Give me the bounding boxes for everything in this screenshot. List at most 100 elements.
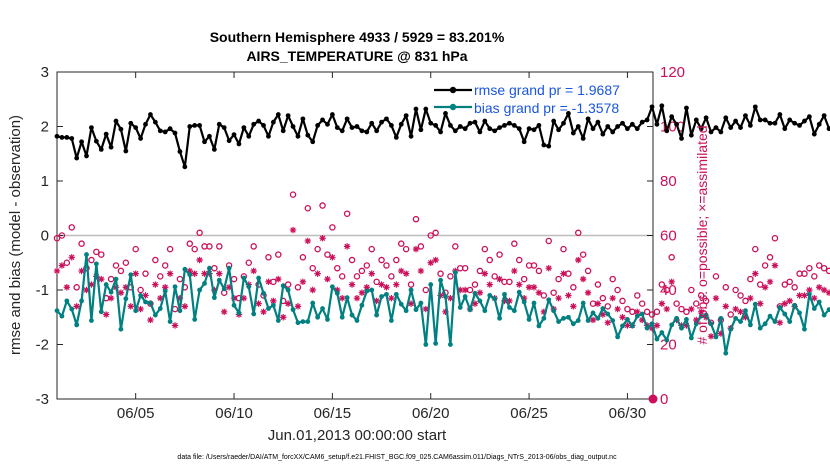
- obs-possible-point: [393, 256, 400, 264]
- obs-assimilated-point: [68, 254, 75, 261]
- rmse-point: [821, 113, 827, 118]
- legend-rmse-label: rmse grand pr = 1.9687: [474, 82, 620, 98]
- bias-point: [285, 287, 291, 293]
- bias-point: [703, 312, 709, 318]
- bias-point: [320, 306, 325, 311]
- obs-assimilated-point: [540, 308, 548, 315]
- bias-point: [379, 294, 384, 299]
- legend: rmse grand pr = 1.9687 bias grand pr = -…: [434, 82, 620, 116]
- bias-point: [270, 302, 276, 308]
- bias-point: [507, 305, 512, 310]
- obs-possible-point: [353, 273, 361, 280]
- bias-point: [664, 337, 670, 343]
- bias-point: [806, 291, 812, 297]
- bias-point: [792, 302, 798, 308]
- obs-possible-point: [496, 251, 503, 258]
- bias-point: [438, 277, 443, 283]
- obs-possible-point: [579, 251, 587, 258]
- rmse-point: [802, 118, 807, 124]
- bias-point: [74, 322, 80, 328]
- obs-possible-point: [250, 243, 257, 250]
- bias-point: [98, 309, 104, 315]
- obs-possible-point: [284, 281, 292, 288]
- obs-assimilated-point: [722, 303, 729, 310]
- rmse-point: [295, 133, 301, 139]
- rmse-point: [457, 124, 463, 129]
- obs-possible-point: [275, 251, 282, 258]
- obs-possible-point: [132, 245, 139, 253]
- rmse-point: [516, 126, 522, 132]
- rmse-point: [413, 106, 419, 112]
- obs-possible-point: [402, 245, 410, 253]
- obs-assimilated-point: [275, 275, 282, 283]
- obs-possible-point: [58, 232, 66, 239]
- obs-assimilated-point: [624, 322, 631, 329]
- obs-possible-point: [73, 284, 80, 291]
- obs-possible-point: [688, 286, 695, 294]
- x-tick-label: 06/10: [215, 405, 253, 422]
- bias-point: [148, 300, 153, 306]
- obs-assimilated-point: [250, 267, 257, 275]
- obs-possible-point: [643, 308, 651, 316]
- obs-assimilated-point: [393, 281, 400, 288]
- bias-point: [231, 302, 237, 308]
- rmse-point: [54, 133, 60, 139]
- bias-point: [118, 326, 124, 332]
- bias-point: [433, 341, 439, 346]
- bias-point: [295, 320, 301, 326]
- bias-point: [772, 319, 778, 325]
- rmse-point: [280, 128, 286, 134]
- y-right-tick-label: 40: [660, 282, 677, 299]
- obs-possible-point: [294, 284, 302, 291]
- obs-assimilated-point: [152, 281, 159, 288]
- obs-possible-point: [343, 210, 351, 217]
- obs-assimilated-point: [614, 305, 621, 313]
- rmse-point: [743, 113, 748, 118]
- rmse-point: [806, 114, 812, 120]
- obs-assimilated-point: [255, 300, 262, 307]
- rmse-point: [674, 121, 680, 127]
- obs-possible-point: [437, 270, 444, 277]
- obs-assimilated-point: [309, 286, 316, 294]
- obs-possible-point: [324, 251, 331, 258]
- rmse-point: [305, 132, 311, 138]
- bias-point: [403, 308, 409, 314]
- obs-assimilated-point: [339, 294, 346, 302]
- rmse-point: [167, 126, 173, 132]
- rmse-point: [118, 126, 124, 132]
- obs-possible-point: [68, 224, 76, 231]
- obs-assimilated-point: [717, 330, 725, 337]
- obs-assimilated-point: [358, 289, 366, 296]
- obs-assimilated-point: [186, 267, 193, 275]
- obs-assimilated-point: [299, 278, 307, 286]
- rmse-point: [772, 120, 778, 126]
- obs-possible-point: [88, 256, 95, 264]
- obs-assimilated-point: [127, 303, 134, 310]
- obs-assimilated-point: [457, 286, 464, 294]
- rmse-point: [733, 118, 739, 124]
- rmse-point: [816, 121, 822, 127]
- y-right-tick-label: 20: [660, 337, 677, 354]
- rmse-point: [684, 105, 689, 111]
- rmse-point: [418, 127, 424, 133]
- bias-point: [256, 275, 262, 281]
- rmse-point: [398, 121, 404, 127]
- obs-assimilated-point: [58, 262, 66, 269]
- rmse-point: [408, 133, 414, 139]
- obs-possible-point: [481, 245, 489, 253]
- obs-assimilated-point: [107, 294, 115, 302]
- obs-assimilated-point: [353, 294, 361, 302]
- rmse-point: [728, 125, 734, 130]
- rmse-point: [84, 153, 89, 159]
- bias-point: [467, 307, 473, 313]
- rmse-point: [595, 119, 601, 125]
- bias-point: [767, 313, 773, 319]
- bias-point: [556, 319, 561, 325]
- rmse-point: [507, 120, 512, 126]
- rmse-point: [325, 121, 330, 127]
- rmse-point: [148, 112, 153, 117]
- obs-assimilated-point: [422, 305, 430, 313]
- rmse-point: [192, 123, 198, 128]
- obs-possible-point: [53, 234, 61, 242]
- bias-point: [492, 296, 498, 302]
